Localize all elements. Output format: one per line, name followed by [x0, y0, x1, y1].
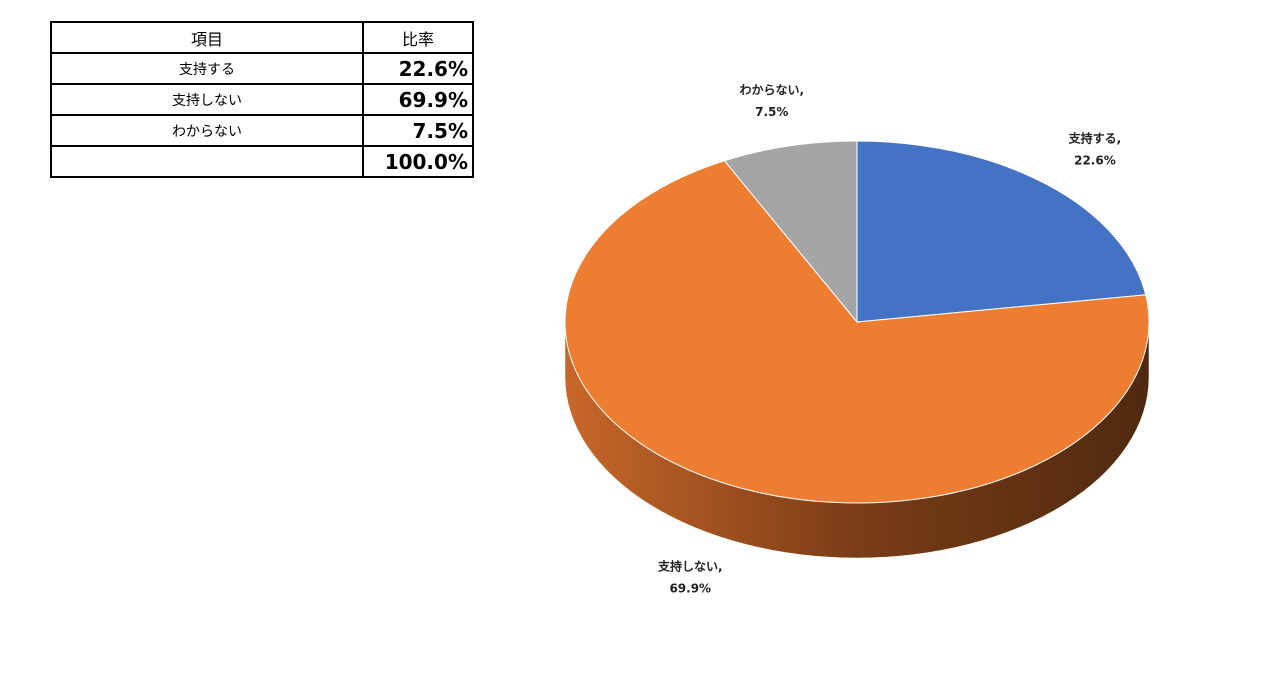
data-label-name: 支持しない,: [657, 558, 723, 573]
table-row: 支持する 22.6%: [50, 52, 474, 85]
pie-slice: [723, 140, 858, 324]
pie-slice: [856, 140, 1147, 323]
table-header: 項目 比率: [50, 21, 474, 54]
total-value: 100.0%: [362, 145, 474, 178]
table-row: わからない 7.5%: [50, 114, 474, 147]
label-separator: ,: [800, 83, 805, 97]
data-table: 項目 比率 支持する 22.6% 支持しない 69.9% わからない 7.5% …: [50, 21, 474, 178]
row-label: わからない: [50, 114, 364, 147]
empty-cell: [50, 145, 364, 178]
pie-slice: [564, 160, 1150, 504]
total-row: 100.0%: [50, 145, 474, 178]
table-row: 支持しない 69.9%: [50, 83, 474, 116]
data-label-value: 69.9%: [669, 581, 711, 595]
row-value: 22.6%: [362, 52, 474, 85]
label-separator: ,: [1117, 131, 1122, 145]
category-name: わからない: [740, 83, 800, 97]
data-label-name: わからない,: [740, 83, 805, 97]
header-cell: 項目: [50, 21, 364, 54]
data-label-value: 22.6%: [1074, 153, 1116, 167]
row-label: 支持しない: [50, 83, 364, 116]
category-name: 支持しない: [657, 558, 718, 573]
data-label-value: 7.5%: [755, 105, 788, 119]
header-cell: 比率: [362, 21, 474, 54]
data-label-name: 支持する,: [1068, 130, 1122, 145]
row-value: 69.9%: [362, 83, 474, 116]
label-separator: ,: [718, 559, 723, 573]
row-label: 支持する: [50, 52, 364, 85]
category-name: 支持する: [1068, 130, 1117, 145]
row-value: 7.5%: [362, 114, 474, 147]
